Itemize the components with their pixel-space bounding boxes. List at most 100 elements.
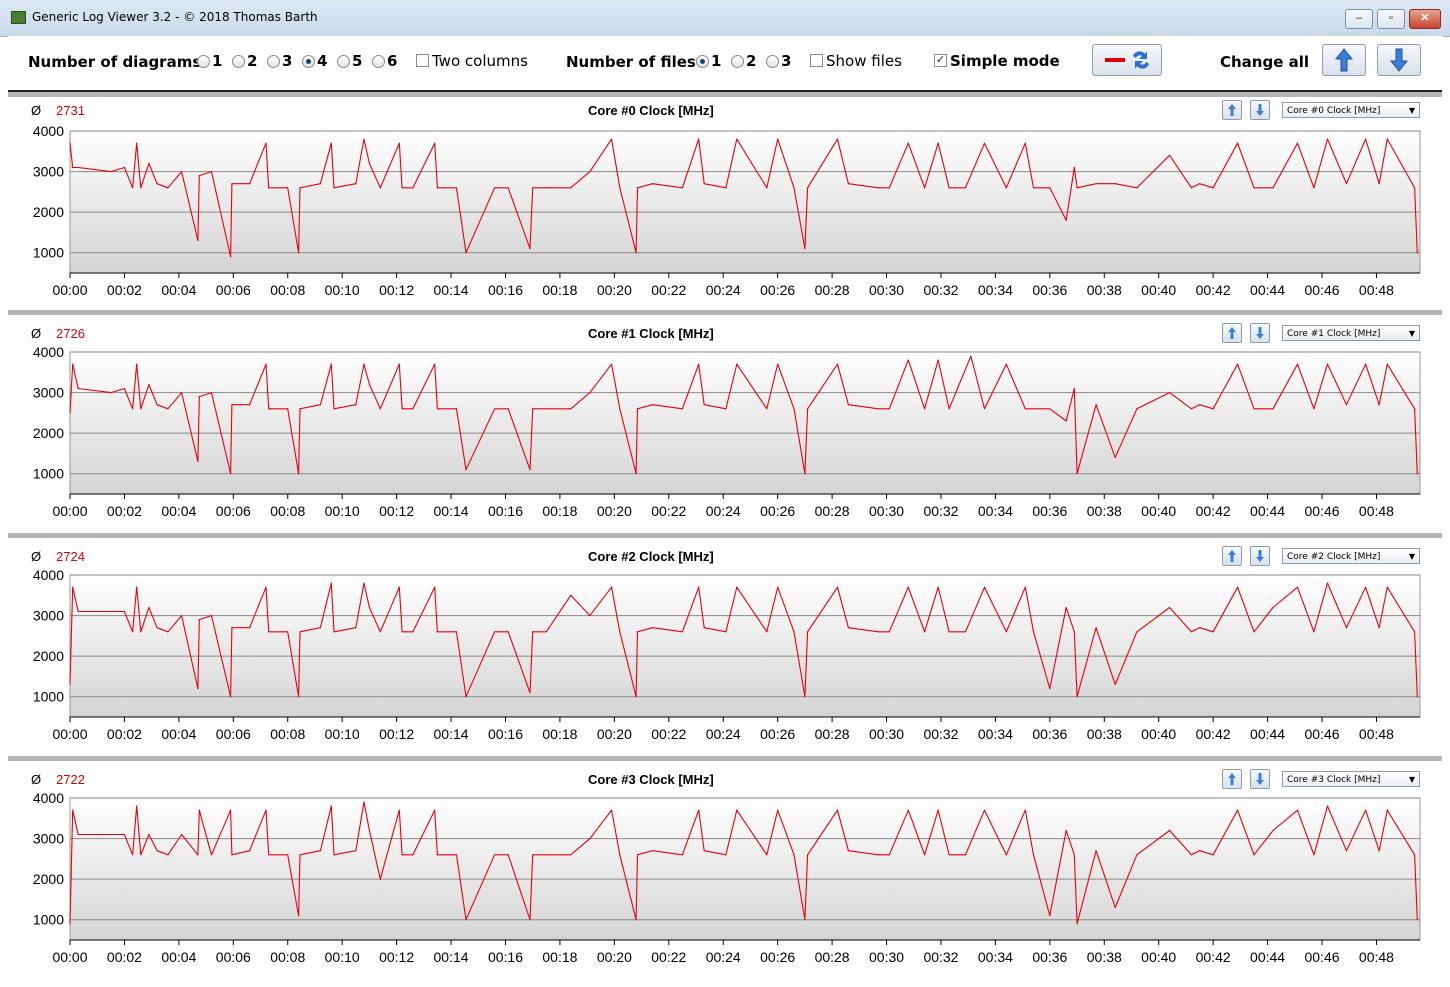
two-columns-checkbox[interactable] — [416, 54, 429, 67]
data-point — [1005, 854, 1007, 856]
data-point — [948, 408, 950, 410]
diagrams-option-4-label: 4 — [317, 52, 328, 70]
data-point — [299, 854, 301, 856]
data-point — [619, 631, 621, 633]
x-tick-label: 00:06 — [216, 949, 251, 965]
change-all-up-button[interactable] — [1322, 44, 1366, 76]
x-tick-label: 00:38 — [1087, 726, 1122, 742]
diagrams-radio-2[interactable] — [232, 55, 245, 68]
data-point — [1212, 187, 1214, 189]
diagrams-option-5-label: 5 — [352, 52, 363, 70]
data-point — [436, 408, 439, 410]
move-up-button[interactable] — [1222, 323, 1242, 343]
x-tick-label: 00:36 — [1032, 503, 1067, 519]
sensor-select[interactable]: Core #3 Clock [MHz] ▼ — [1282, 771, 1420, 787]
diagrams-option-1-label: 1 — [212, 52, 223, 70]
show-files-checkbox[interactable] — [810, 54, 823, 67]
data-point — [136, 586, 138, 588]
sensor-select[interactable]: Core #2 Clock [MHz] ▼ — [1282, 548, 1420, 564]
chart-3: 4000 3000 2000 1000 00:00 00:02 00:04 00:06 00:0… — [33, 790, 1421, 965]
diagrams-radio-4[interactable] — [302, 55, 315, 68]
diagram-panel-2: Ø 2724 Core #2 Clock [MHz] Core #2 Clock… — [8, 533, 1442, 759]
files-radio-3[interactable] — [766, 55, 779, 68]
num-diagrams-label: Number of diagrams — [28, 53, 202, 71]
data-point — [1345, 850, 1348, 852]
average-value: 2722 — [56, 772, 85, 787]
x-tick-label: 00:20 — [597, 503, 632, 519]
data-point — [807, 854, 809, 856]
data-point — [1024, 809, 1026, 811]
data-point — [268, 408, 270, 410]
diagrams-radio-5[interactable] — [337, 55, 350, 68]
move-down-button[interactable] — [1250, 546, 1270, 566]
plot-area — [69, 797, 1421, 941]
data-point — [132, 187, 134, 189]
x-tick-label: 00:30 — [869, 503, 904, 519]
files-radio-1[interactable] — [696, 55, 709, 68]
data-point — [319, 404, 322, 406]
data-point — [363, 582, 365, 584]
arrow-up-icon — [1228, 104, 1236, 116]
line-color-swap-button[interactable] — [1092, 44, 1162, 76]
move-up-button[interactable] — [1222, 769, 1242, 789]
maximize-button[interactable]: ▫ — [1377, 9, 1405, 29]
data-point — [725, 631, 727, 633]
move-up-button[interactable] — [1222, 546, 1242, 566]
data-point — [924, 854, 926, 856]
data-point — [589, 391, 591, 394]
data-point — [1032, 854, 1035, 856]
x-tick-label: 00:36 — [1032, 949, 1067, 965]
data-point — [136, 142, 138, 144]
diagrams-radio-3[interactable] — [267, 55, 280, 68]
sensor-select-value: Core #1 Clock [MHz] — [1287, 329, 1381, 339]
data-point — [529, 248, 531, 250]
minimize-button[interactable]: – — [1345, 9, 1373, 29]
data-point — [907, 142, 909, 144]
change-all-down-button[interactable] — [1377, 44, 1421, 76]
move-down-button[interactable] — [1250, 323, 1270, 343]
close-button[interactable]: ✕ — [1409, 9, 1441, 29]
data-point — [1198, 183, 1201, 185]
sensor-select[interactable]: Core #0 Clock [MHz] ▼ — [1282, 102, 1420, 118]
x-tick-label: 00:48 — [1359, 503, 1394, 519]
data-point — [465, 696, 467, 698]
data-point — [1136, 631, 1138, 633]
data-point — [198, 175, 200, 177]
data-point — [725, 408, 727, 410]
data-point — [651, 627, 654, 629]
data-point — [1032, 187, 1035, 189]
data-point — [493, 854, 496, 856]
files-radio-2[interactable] — [731, 55, 744, 68]
data-point — [611, 586, 613, 588]
move-up-button[interactable] — [1222, 100, 1242, 120]
data-point — [1076, 696, 1078, 698]
data-point — [455, 631, 458, 633]
sensor-select-value: Core #2 Clock [MHz] — [1287, 552, 1381, 562]
data-point — [231, 627, 233, 629]
data-point — [434, 586, 436, 588]
move-down-button[interactable] — [1250, 100, 1270, 120]
data-point — [319, 183, 322, 185]
data-point — [948, 631, 950, 633]
sensor-select[interactable]: Core #1 Clock [MHz] ▼ — [1282, 325, 1420, 341]
data-point — [1065, 420, 1067, 422]
data-point — [589, 614, 591, 617]
data-point — [355, 183, 357, 185]
data-point — [355, 627, 357, 629]
data-point — [636, 631, 639, 633]
data-point — [412, 408, 414, 410]
data-point — [1272, 187, 1274, 189]
diagrams-radio-6[interactable] — [372, 55, 385, 68]
x-tick-label: 00:06 — [216, 282, 251, 298]
data-point — [888, 187, 890, 189]
data-point — [1364, 586, 1367, 588]
data-point — [363, 138, 365, 140]
data-point — [379, 631, 381, 633]
data-point — [148, 833, 150, 836]
diagrams-radio-1[interactable] — [197, 55, 210, 68]
data-point — [1168, 606, 1171, 609]
simple-mode-checkbox[interactable]: ✓ — [934, 54, 947, 67]
move-down-button[interactable] — [1250, 769, 1270, 789]
data-point — [793, 187, 795, 189]
data-point — [611, 809, 613, 811]
